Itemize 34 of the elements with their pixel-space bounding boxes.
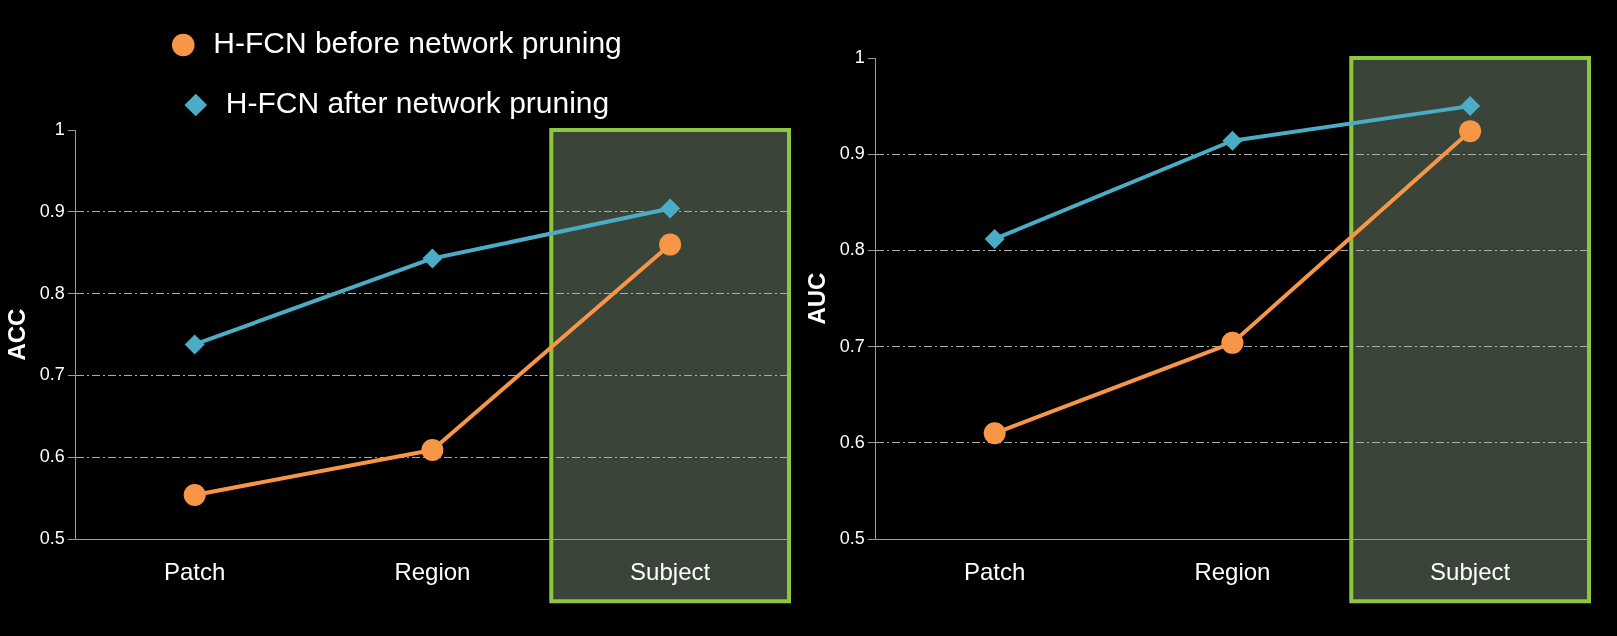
x-tick-label: Region bbox=[1194, 558, 1271, 586]
point bbox=[421, 438, 444, 461]
x-tick-label: Subject bbox=[630, 558, 711, 586]
point bbox=[1459, 120, 1482, 143]
x-tick-label: Subject bbox=[1430, 558, 1511, 586]
legend-label: H-FCN before network pruning bbox=[213, 26, 622, 60]
y-tick-label: 0.6 bbox=[39, 446, 65, 467]
legend-label: H-FCN after network pruning bbox=[225, 86, 610, 120]
point bbox=[983, 422, 1006, 445]
point bbox=[422, 248, 443, 269]
y-tick-label: 1 bbox=[854, 46, 865, 67]
y-tick-label: 0.7 bbox=[839, 335, 865, 356]
point bbox=[1221, 331, 1244, 354]
point bbox=[660, 198, 681, 219]
point bbox=[184, 334, 205, 355]
x-tick-label: Patch bbox=[164, 558, 226, 586]
y-axis-title: ACC bbox=[3, 308, 31, 361]
y-tick-label: 0.7 bbox=[39, 364, 65, 385]
y-tick-label: 0.9 bbox=[839, 143, 865, 164]
point bbox=[1460, 96, 1481, 117]
y-tick-label: 0.8 bbox=[39, 282, 65, 303]
x-tick-label: Patch bbox=[964, 558, 1026, 586]
y-tick-label: 0.8 bbox=[839, 239, 865, 260]
point bbox=[183, 484, 206, 507]
y-tick-label: 0.5 bbox=[839, 528, 865, 549]
y-tick-label: 0.5 bbox=[39, 528, 65, 549]
y-axis-title: AUC bbox=[803, 272, 831, 325]
y-tick-label: 1 bbox=[54, 118, 65, 139]
point bbox=[1222, 130, 1243, 151]
x-tick-label: Region bbox=[394, 558, 471, 586]
y-tick-label: 0.6 bbox=[839, 431, 865, 452]
point bbox=[984, 228, 1005, 249]
y-tick-label: 0.9 bbox=[39, 200, 65, 221]
point bbox=[659, 233, 682, 256]
